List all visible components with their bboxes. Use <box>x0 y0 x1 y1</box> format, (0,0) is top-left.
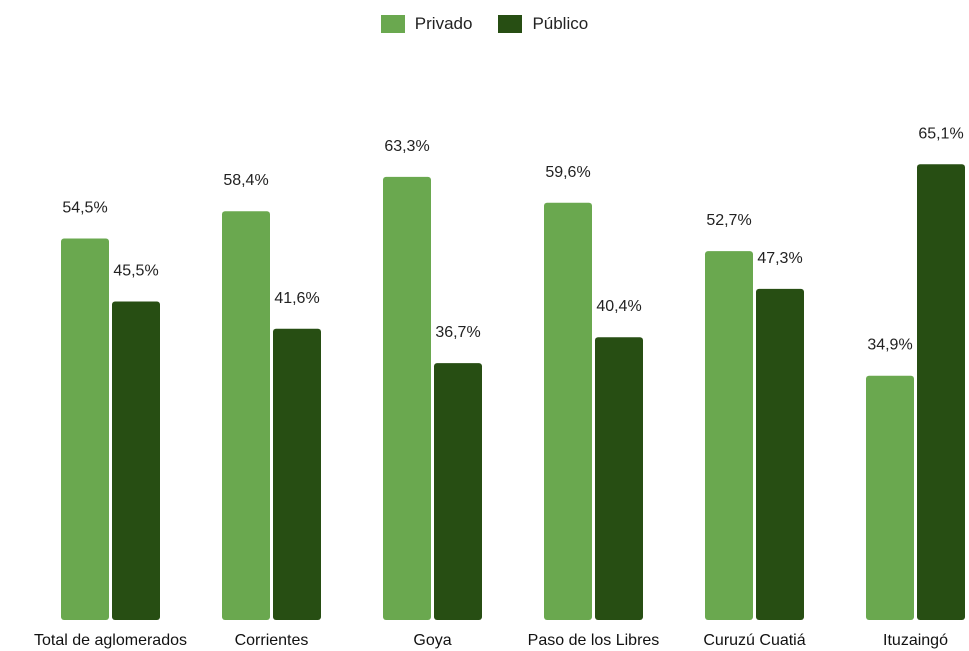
data-label-publico-goya: 36,7% <box>435 324 480 341</box>
bar-privado-curuzu-cuatia <box>705 251 753 620</box>
bar-publico-curuzu-cuatia <box>756 288 804 620</box>
data-label-privado-paso-de-los-libres: 59,6% <box>545 164 590 181</box>
legend-item-privado: Privado <box>380 14 473 34</box>
x-tick-label-curuzu-cuatia: Curuzú Cuatiá <box>703 632 805 649</box>
bar-publico-goya <box>434 363 482 620</box>
data-label-privado-ituzaingo: 34,9% <box>867 337 912 354</box>
bar-privado-goya <box>383 176 431 620</box>
data-label-publico-curuzu-cuatia: 47,3% <box>757 250 802 267</box>
legend-label-privado: Privado <box>414 14 473 33</box>
x-tick-label-ituzaingo: Ituzaingó <box>883 632 948 649</box>
data-label-publico-ituzaingo: 65,1% <box>918 125 963 142</box>
data-label-privado-corrientes: 58,4% <box>223 172 268 189</box>
data-label-publico-paso-de-los-libres: 40,4% <box>596 298 641 315</box>
data-label-publico-corrientes: 41,6% <box>274 290 319 307</box>
x-tick-label-goya: Goya <box>413 632 451 649</box>
legend: Privado Público <box>0 14 969 34</box>
x-tick-label-paso-de-los-libres: Paso de los Libres <box>528 632 660 649</box>
bar-privado-total-de-aglomerados <box>61 238 109 620</box>
bar-privado-paso-de-los-libres <box>544 202 592 621</box>
data-label-privado-total-de-aglomerados: 54,5% <box>62 200 107 217</box>
bar-publico-total-de-aglomerados <box>112 301 160 620</box>
legend-label-publico: Público <box>532 14 589 33</box>
bar-publico-paso-de-los-libres <box>595 337 643 620</box>
legend-item-publico: Público <box>498 14 588 34</box>
bar-publico-corrientes <box>273 328 321 620</box>
data-label-privado-curuzu-cuatia: 52,7% <box>706 212 751 229</box>
data-label-privado-goya: 63,3% <box>384 138 429 155</box>
bar-publico-ituzaingo <box>917 164 965 621</box>
legend-swatch-privado <box>380 15 405 33</box>
legend-swatch-publico <box>498 15 523 33</box>
x-tick-label-total-de-aglomerados: Total de aglomerados <box>34 632 187 649</box>
bar-privado-ituzaingo <box>866 375 914 620</box>
x-tick-label-corrientes: Corrientes <box>235 632 309 649</box>
bar-privado-corrientes <box>222 211 270 620</box>
data-label-publico-total-de-aglomerados: 45,5% <box>113 263 158 280</box>
